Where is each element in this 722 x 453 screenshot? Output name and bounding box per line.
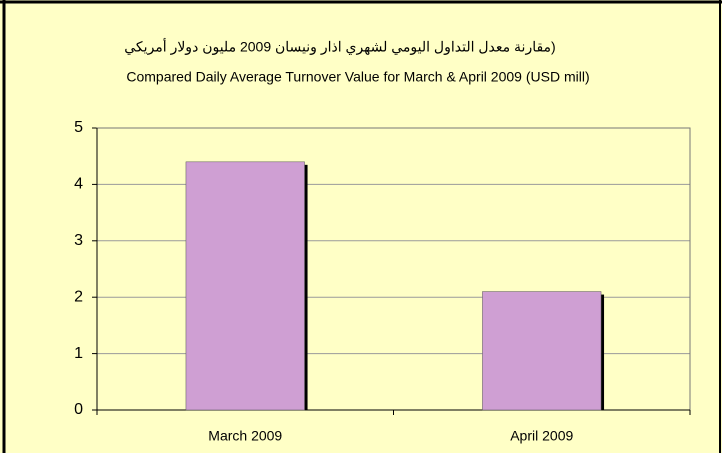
y-tick-label: 0 bbox=[74, 401, 83, 418]
y-tick-label: 2 bbox=[74, 288, 83, 305]
chart-subtitle: (مقارنة معدل التداول اليومي لشهري اذار و… bbox=[124, 37, 555, 56]
x-tick-label: April 2009 bbox=[510, 428, 573, 444]
x-tick-label: March 2009 bbox=[208, 428, 282, 444]
y-tick-label: 4 bbox=[74, 176, 83, 193]
y-tick-label: 3 bbox=[74, 232, 83, 249]
y-tick-label: 1 bbox=[74, 345, 83, 362]
y-tick-label: 5 bbox=[74, 119, 83, 136]
bar bbox=[482, 291, 602, 411]
bar bbox=[185, 161, 305, 411]
chart-title: Compared Daily Average Turnover Value fo… bbox=[126, 69, 589, 85]
